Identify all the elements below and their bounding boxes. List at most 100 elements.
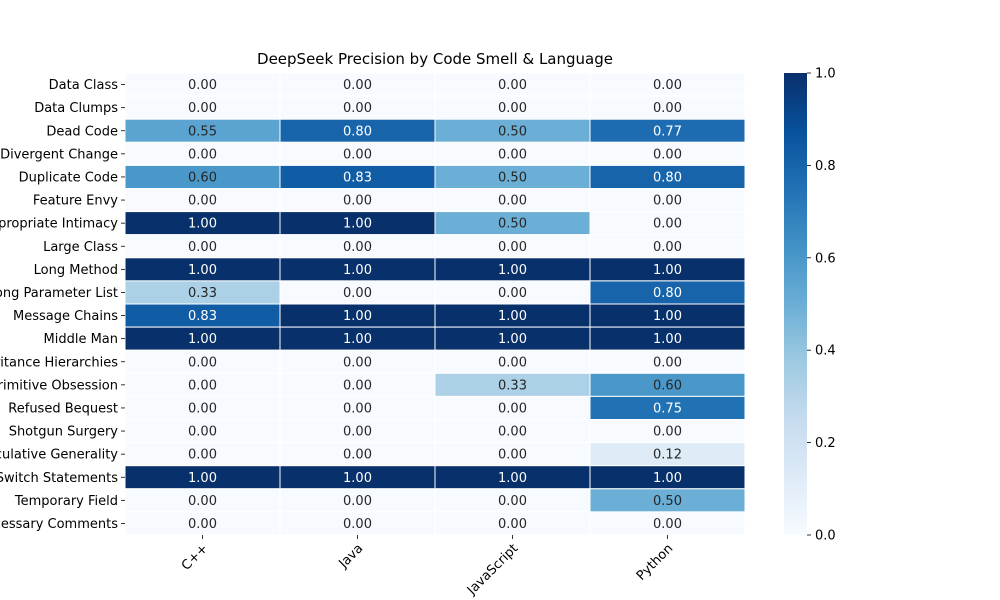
cell-value-label: 0.00 bbox=[498, 194, 527, 209]
cell-value-label: 1.00 bbox=[343, 471, 372, 486]
cell-value-label: 1.00 bbox=[343, 217, 372, 232]
cell-value-label: 0.00 bbox=[498, 240, 527, 255]
row-label: Shotgun Surgery bbox=[9, 425, 119, 440]
cell-value-label: 0.50 bbox=[498, 217, 527, 232]
colorbar-gradient bbox=[784, 73, 807, 535]
cell-value-label: 0.00 bbox=[343, 194, 372, 209]
cell-value-label: 0.00 bbox=[343, 401, 372, 416]
cell-value-label: 0.00 bbox=[653, 217, 682, 232]
colorbar: 0.0 0.2 0.4 0.6 0.8 1.0 bbox=[784, 67, 836, 544]
column-label: Java bbox=[336, 541, 367, 572]
cell-value-label: 0.00 bbox=[498, 101, 527, 116]
row-label: Parallel Inheritance Hierarchies bbox=[0, 355, 118, 370]
cell-value-label: 0.00 bbox=[343, 147, 372, 162]
cell-value-label: 1.00 bbox=[498, 263, 527, 278]
cell-value-label: 0.00 bbox=[188, 78, 217, 93]
row-label: Speculative Generality bbox=[0, 448, 118, 463]
row-labels: Data Class Data Clumps Dead Code Divergent … bbox=[0, 78, 125, 532]
cell-value-label: 0.00 bbox=[498, 78, 527, 93]
colorbar-tick-label: 0.0 bbox=[815, 529, 836, 544]
cell-value-label: 1.00 bbox=[188, 471, 217, 486]
cell-value-label: 0.75 bbox=[653, 401, 682, 416]
row-label: Refused Bequest bbox=[8, 401, 118, 416]
colorbar-tick-label: 1.0 bbox=[815, 67, 836, 82]
cell-value-label: 0.00 bbox=[343, 494, 372, 509]
cell-value-label: 0.50 bbox=[498, 124, 527, 139]
cell-value-label: 0.00 bbox=[188, 240, 217, 255]
column-label: C++ bbox=[179, 541, 211, 573]
cell-value-label: 0.00 bbox=[343, 448, 372, 463]
row-label: Data Clumps bbox=[34, 101, 118, 116]
cell-value-label: 0.00 bbox=[653, 147, 682, 162]
cell-value-label: 0.00 bbox=[498, 425, 527, 440]
row-label: Message Chains bbox=[13, 309, 118, 324]
cell-value-label: 0.00 bbox=[188, 517, 217, 532]
cell-value-label: 0.83 bbox=[188, 309, 217, 324]
row-label: Long Parameter List bbox=[0, 286, 118, 301]
cell-value-label: 1.00 bbox=[653, 332, 682, 347]
row-label: Switch Statements bbox=[0, 471, 118, 486]
row-label: Middle Man bbox=[44, 332, 119, 347]
cell-value-label: 0.77 bbox=[653, 124, 682, 139]
cell-value-label: 0.00 bbox=[343, 425, 372, 440]
cell-value-label: 0.80 bbox=[653, 170, 682, 185]
cell-value-label: 0.33 bbox=[498, 378, 527, 393]
cell-value-label: 1.00 bbox=[188, 263, 217, 278]
cell-value-label: 0.00 bbox=[653, 101, 682, 116]
colorbar-tick-label: 0.4 bbox=[815, 344, 836, 359]
cell-value-label: 0.80 bbox=[343, 124, 372, 139]
cell-value-label: 1.00 bbox=[498, 332, 527, 347]
chart-title: DeepSeek Precision by Code Smell & Langu… bbox=[257, 50, 613, 68]
cell-value-label: 0.55 bbox=[188, 124, 217, 139]
cell-value-label: 0.00 bbox=[498, 355, 527, 370]
cell-value-label: 0.00 bbox=[343, 517, 372, 532]
cell-value-label: 0.00 bbox=[188, 494, 217, 509]
row-label: Duplicate Code bbox=[19, 170, 118, 185]
row-label: Large Class bbox=[43, 240, 118, 255]
cell-value-label: 0.00 bbox=[653, 355, 682, 370]
cell-value-label: 0.12 bbox=[653, 448, 682, 463]
cell-value-label: 0.33 bbox=[188, 286, 217, 301]
column-labels: C++ Java JavaScript Python bbox=[179, 535, 676, 599]
cell-value-label: 0.00 bbox=[343, 355, 372, 370]
cell-value-label: 0.00 bbox=[188, 401, 217, 416]
column-label: JavaScript bbox=[464, 541, 521, 598]
colorbar-tick-label: 0.6 bbox=[815, 251, 836, 266]
row-label: Primitive Obsession bbox=[0, 378, 118, 393]
cell-value-label: 0.60 bbox=[653, 378, 682, 393]
cell-value-label: 0.00 bbox=[188, 194, 217, 209]
cell-value-label: 0.00 bbox=[653, 517, 682, 532]
cell-value-label: 0.00 bbox=[343, 78, 372, 93]
cell-value-label: 0.00 bbox=[498, 401, 527, 416]
cell-value-label: 0.80 bbox=[653, 286, 682, 301]
cell-value-label: 0.00 bbox=[343, 240, 372, 255]
cell-value-label: 1.00 bbox=[188, 332, 217, 347]
colorbar-tick-label: 0.2 bbox=[815, 436, 836, 451]
cell-value-label: 1.00 bbox=[653, 471, 682, 486]
cell-value-label: 0.00 bbox=[188, 448, 217, 463]
cell-value-label: 0.00 bbox=[343, 286, 372, 301]
cell-value-label: 1.00 bbox=[653, 309, 682, 324]
cell-value-label: 0.00 bbox=[653, 194, 682, 209]
cell-value-label: 0.50 bbox=[498, 170, 527, 185]
row-label: Temporary Field bbox=[14, 494, 118, 509]
column-label: Python bbox=[634, 541, 676, 583]
cell-value-label: 0.00 bbox=[498, 147, 527, 162]
cell-value-label: 0.00 bbox=[188, 101, 217, 116]
cell-value-label: 1.00 bbox=[653, 263, 682, 278]
row-label: Unnecessary Comments bbox=[0, 517, 118, 532]
cell-value-label: 1.00 bbox=[498, 309, 527, 324]
row-label: Divergent Change bbox=[0, 147, 118, 162]
cell-value-label: 0.00 bbox=[343, 101, 372, 116]
heatmap-cells: 0.00 0.00 0.00 0.00 0.00 0.00 0.00 0.00 0.55 0.80… bbox=[124, 72, 746, 536]
cell-value-label: 0.60 bbox=[188, 170, 217, 185]
cell-value-label: 1.00 bbox=[343, 263, 372, 278]
row-label: Inappropriate Intimacy bbox=[0, 217, 118, 232]
cell-value-label: 0.00 bbox=[343, 378, 372, 393]
colorbar-tick-label: 0.8 bbox=[815, 159, 836, 174]
cell-value-label: 0.00 bbox=[653, 240, 682, 255]
cell-value-label: 1.00 bbox=[343, 332, 372, 347]
cell-value-label: 0.00 bbox=[498, 286, 527, 301]
cell-value-label: 0.00 bbox=[653, 78, 682, 93]
cell-value-label: 0.00 bbox=[188, 147, 217, 162]
